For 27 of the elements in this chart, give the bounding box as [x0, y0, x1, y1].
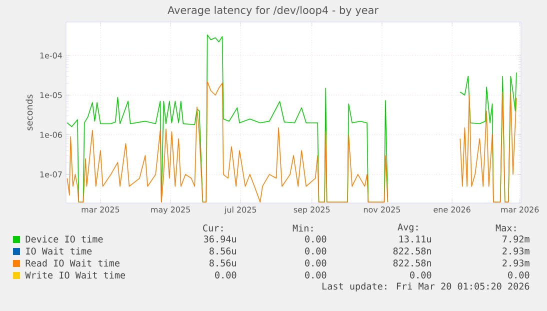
text: 7.92m: [502, 235, 530, 242]
y-axis-title: seconds: [26, 94, 33, 130]
text: 0.00: [305, 259, 326, 266]
legend-label: Device IO time: [26, 235, 103, 243]
text: Cur:: [203, 224, 223, 232]
text: 0.00: [215, 271, 236, 278]
text: 2.93m: [502, 247, 530, 254]
text: 0.00: [305, 271, 326, 278]
text: 0.00: [305, 235, 326, 242]
text: 8.56u: [210, 247, 236, 254]
text: 822.58n: [393, 259, 431, 266]
text: Avg:: [398, 224, 418, 232]
text: 822.58n: [393, 247, 431, 254]
text: 36.94u: [204, 235, 236, 242]
text: 8.56u: [210, 259, 236, 266]
legend-label: Write IO Wait time: [25, 271, 126, 279]
legend-label: IO Wait time: [26, 247, 92, 255]
legend-label: Read IO Wait time: [26, 259, 120, 267]
text: 0.00: [305, 247, 326, 254]
text: 13.11u: [399, 235, 431, 242]
text: 0.00: [508, 271, 530, 278]
text: Max:: [496, 224, 516, 232]
chart-title: Average latency for /dev/loop4 - by year: [168, 6, 379, 16]
text: Min:: [292, 224, 313, 232]
text: Last update: Fri Mar 20 01:05:20 2026: [322, 282, 530, 292]
text: 0.00: [410, 271, 432, 278]
text: 2.93m: [502, 259, 530, 266]
